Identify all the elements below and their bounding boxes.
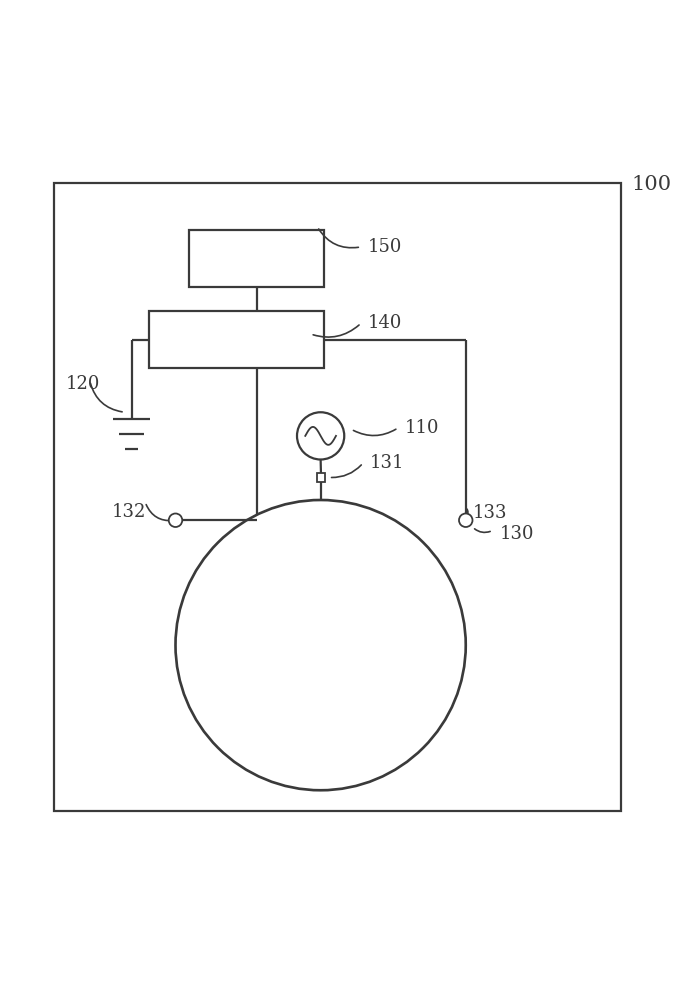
Bar [189,230,324,287]
Text: 110: 110 [405,419,439,437]
Circle shape [169,514,182,527]
Bar [317,473,325,482]
Circle shape [459,514,472,527]
Text: 132: 132 [111,503,146,521]
Text: 133: 133 [472,504,507,522]
Text: 100: 100 [631,175,671,194]
Circle shape [176,500,466,790]
Circle shape [297,412,344,460]
Text: 130: 130 [500,525,534,543]
Text: 150: 150 [368,238,402,256]
Text: 131: 131 [370,454,404,472]
Text: 140: 140 [368,314,402,332]
Text: 120: 120 [66,375,101,393]
Bar [148,311,324,368]
Bar [54,183,621,810]
